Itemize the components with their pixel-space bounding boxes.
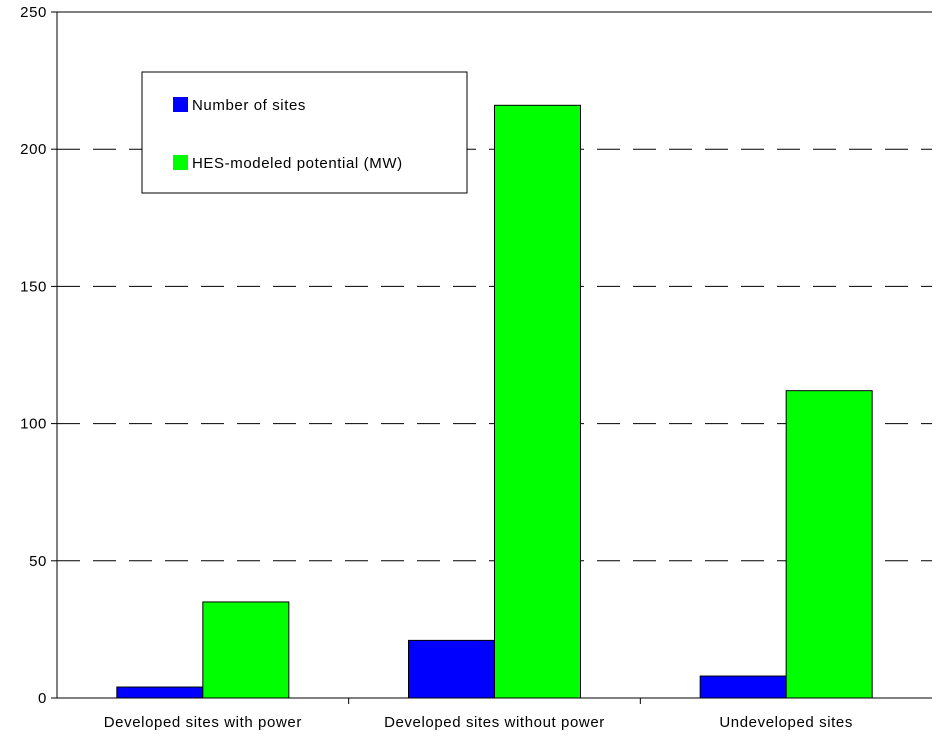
y-tick-label: 200 — [20, 141, 47, 158]
bar-hes-modeled-potential — [785, 390, 873, 699]
bar-number-of-sites — [116, 686, 204, 699]
y-tick-label: 50 — [29, 553, 47, 570]
x-tick-label: Developed sites with power — [104, 714, 302, 731]
bar-number-of-sites — [408, 639, 495, 699]
bar-hes-modeled-potential — [202, 601, 290, 699]
y-tick-label: 150 — [20, 278, 47, 295]
legend-label-number-of-sites: Number of sites — [192, 97, 306, 114]
x-tick-label: Developed sites without power — [384, 714, 605, 731]
y-tick-label: 100 — [20, 416, 47, 433]
bar-hes-modeled-potential — [494, 104, 581, 699]
x-tick-label: Undeveloped sites — [719, 714, 853, 731]
legend-swatch-number-of-sites — [173, 97, 188, 112]
y-ticks: 0 50 100 150 200 250 — [20, 4, 57, 707]
y-tick-label: 0 — [38, 690, 47, 707]
legend-label-hes-modeled-potential: HES-modeled potential (MW) — [192, 155, 403, 172]
bars — [116, 104, 873, 699]
legend: Number of sites HES-modeled potential (M… — [141, 71, 468, 194]
legend-box — [141, 71, 468, 194]
y-tick-label: 250 — [20, 4, 47, 21]
bar-number-of-sites — [699, 675, 787, 699]
axes — [56, 12, 932, 699]
legend-swatch-hes-modeled-potential — [173, 155, 188, 170]
x-ticks: Developed sites with power Developed site… — [104, 698, 853, 731]
